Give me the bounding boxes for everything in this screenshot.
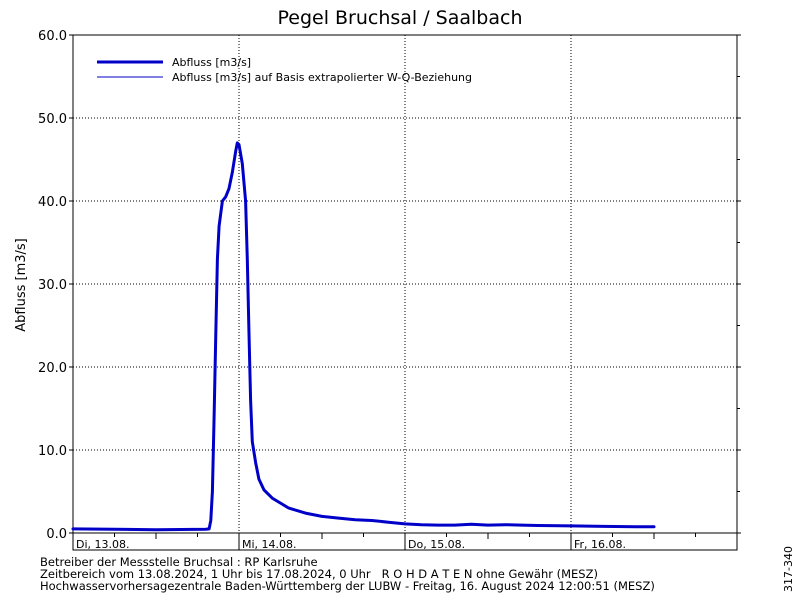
y-tick-label: 20.0 (38, 361, 67, 376)
image-id-label: 317-340 (782, 546, 795, 592)
plot-frame (72, 34, 738, 551)
x-tick-label: Fr, 16.08. (574, 538, 626, 551)
x-tick-label: Di, 13.08. (76, 538, 130, 551)
series-line-1 (71, 141, 656, 532)
y-tick-label: 40.0 (38, 195, 67, 210)
series-layer (71, 141, 656, 532)
y-axis: 0.0 10.0 20.0 30.0 40.0 50.0 60.0 (38, 29, 741, 542)
footer-agency: Hochwasservorhersagezentrale Baden-Württ… (40, 579, 655, 593)
y-tick-label: 50.0 (38, 112, 67, 127)
y-axis-label: Abfluss [m3/s] (14, 238, 29, 331)
y-tick-label: 30.0 (38, 278, 67, 293)
grid (72, 34, 738, 551)
y-tick-label: 0.0 (46, 527, 67, 542)
footer-operator: Betreiber der Messstelle Bruchsal : RP K… (40, 555, 318, 569)
x-axis: Di, 13.08. Mi, 14.08. Do, 15.08. Fr, 16.08. (72, 533, 738, 551)
legend-label-2: Abfluss [m3/s] auf Basis extrapolierter … (172, 71, 472, 84)
legend: Abfluss [m3/s] Abfluss [m3/s] auf Basis e… (97, 56, 472, 84)
footer-time-range: Zeitbereich vom 13.08.2024, 1 Uhr bis 17… (40, 567, 598, 581)
y-tick-label: 10.0 (38, 444, 67, 459)
legend-label-1: Abfluss [m3/s] (172, 56, 251, 69)
y-tick-label: 60.0 (38, 29, 67, 44)
chart-title: Pegel Bruchsal / Saalbach (277, 7, 522, 29)
x-tick-label: Do, 15.08. (408, 538, 465, 551)
x-tick-label: Mi, 14.08. (242, 538, 297, 551)
